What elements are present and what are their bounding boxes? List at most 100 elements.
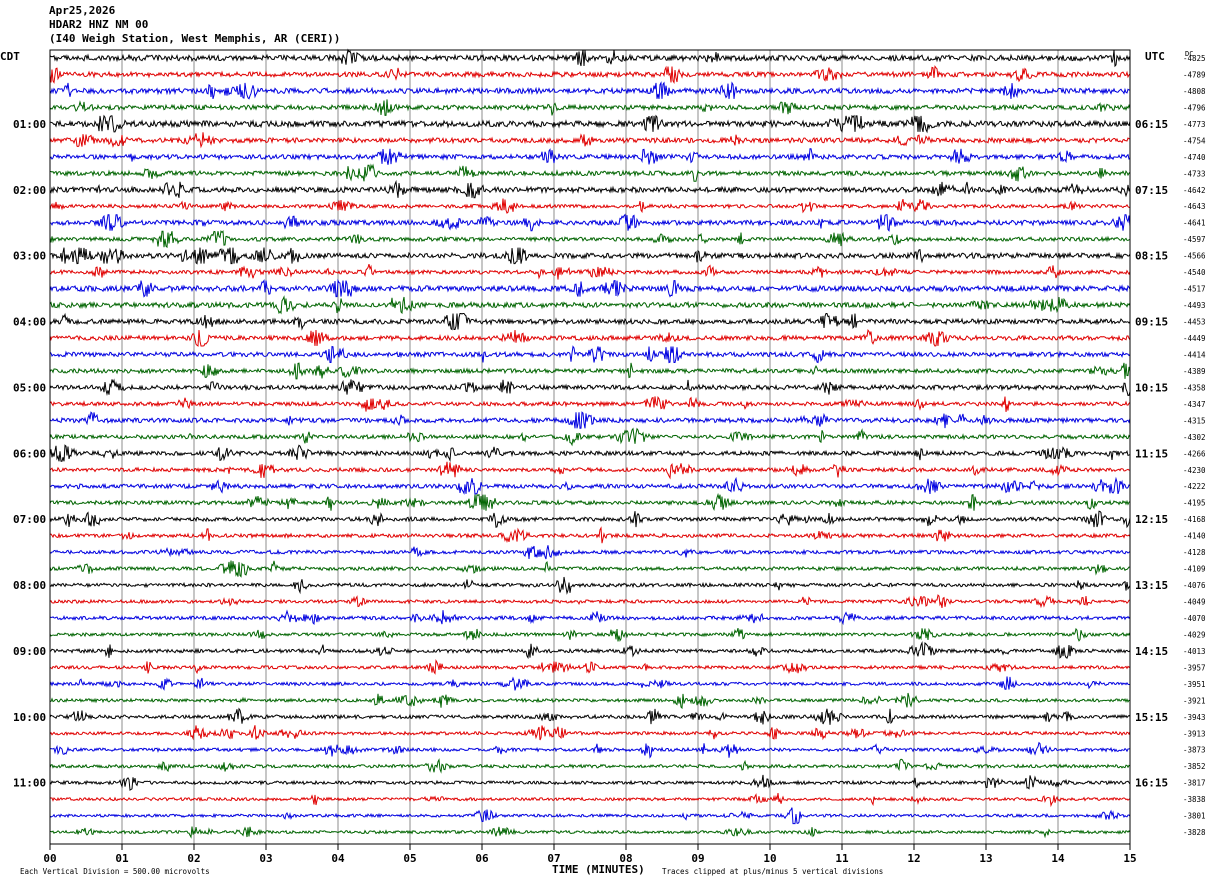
trace-row <box>49 278 1131 298</box>
trace-row <box>49 362 1131 380</box>
x-tick-label: 08 <box>619 852 632 865</box>
x-tick-label: 09 <box>691 852 704 865</box>
dc-offset-label: -3873 <box>1183 746 1206 755</box>
x-tick-label: 14 <box>1051 852 1065 865</box>
x-tick-label: 12 <box>907 852 920 865</box>
dc-offset-label: -4266 <box>1183 449 1206 458</box>
x-tick-label: 10 <box>763 852 776 865</box>
dc-offset-label: -4013 <box>1183 647 1206 656</box>
trace-row <box>49 594 1131 609</box>
left-hour-label: 01:00 <box>13 118 46 131</box>
dc-offset-label: -4825 <box>1183 54 1206 63</box>
trace-row <box>49 461 1131 480</box>
trace-row <box>49 427 1131 447</box>
trace-row <box>49 576 1131 595</box>
left-hour-label: 06:00 <box>13 447 46 460</box>
dc-offset-label: -4641 <box>1183 219 1206 228</box>
dc-offset-label: -4517 <box>1183 285 1206 294</box>
right-hour-label: 15:15 <box>1135 711 1168 724</box>
left-hour-label: 11:00 <box>13 777 46 790</box>
trace-layer <box>49 48 1131 839</box>
trace-row <box>49 65 1131 85</box>
dc-offset-label: -4389 <box>1183 367 1206 376</box>
trace-row <box>49 741 1131 759</box>
left-hour-label: 10:00 <box>13 711 46 724</box>
left-timezone-label: CDT <box>0 50 20 63</box>
dc-offset-label: -4195 <box>1183 499 1206 508</box>
trace-row <box>49 707 1131 725</box>
dc-offset-label: -4347 <box>1183 400 1206 409</box>
x-tick-label: 05 <box>403 852 416 865</box>
right-hour-label: 12:15 <box>1135 513 1168 526</box>
dc-offset-label: -3951 <box>1183 680 1206 689</box>
scale-footer: Each Vertical Division = 500.00 microvol… <box>20 867 210 876</box>
trace-row <box>49 295 1131 315</box>
trace-row <box>49 725 1131 741</box>
right-hour-label: 14:15 <box>1135 645 1168 658</box>
dc-offset-label: -4029 <box>1183 630 1206 639</box>
trace-row <box>49 198 1130 214</box>
dc-offset-label: -4493 <box>1183 301 1206 310</box>
grid-lines <box>121 50 1059 844</box>
dc-header-label: DC <box>1185 50 1193 58</box>
location-label: (I40 Weigh Station, West Memphis, AR (CE… <box>49 32 341 45</box>
dc-offset-label: -4222 <box>1183 482 1206 491</box>
dc-offset-label: -4643 <box>1183 202 1206 211</box>
x-tick-label: 01 <box>115 852 129 865</box>
trace-row <box>49 148 1131 165</box>
right-hour-label: 07:15 <box>1135 184 1168 197</box>
dc-offset-label: -4230 <box>1183 466 1206 475</box>
plot-frame <box>49 49 1131 845</box>
left-hour-label: 08:00 <box>13 579 46 592</box>
x-tick-label: 11 <box>835 852 849 865</box>
right-hour-label: 16:15 <box>1135 777 1168 790</box>
trace-row <box>49 676 1131 691</box>
right-hour-label: 09:15 <box>1135 316 1168 329</box>
dc-offset-label: -3828 <box>1183 828 1206 837</box>
right-hour-label: 11:15 <box>1135 447 1168 460</box>
right-hour-label: 10:15 <box>1135 381 1168 394</box>
dc-offset-label: -4796 <box>1183 103 1206 112</box>
dc-offset-label: -4566 <box>1183 252 1206 261</box>
trace-row <box>49 627 1131 642</box>
clip-footer: Traces clipped at plus/minus 5 vertical … <box>662 867 883 876</box>
dc-offset-label: -3943 <box>1183 713 1206 722</box>
dc-offset-label: -4789 <box>1183 70 1206 79</box>
trace-row <box>49 545 1131 560</box>
x-tick-label: 07 <box>547 852 560 865</box>
trace-row <box>49 378 1131 396</box>
left-hour-label: 07:00 <box>13 513 46 526</box>
trace-row <box>49 526 1131 544</box>
dc-offset-label: -4754 <box>1183 136 1206 145</box>
dc-offset-label: -3913 <box>1183 729 1206 738</box>
x-axis-title: TIME (MINUTES) <box>552 863 645 876</box>
left-hour-label: 03:00 <box>13 250 46 263</box>
dc-offset-label: -4642 <box>1183 186 1206 195</box>
trace-row <box>49 641 1131 660</box>
dc-offset-label: -4414 <box>1183 350 1206 359</box>
x-tick-label: 06 <box>475 852 489 865</box>
dc-offset-label: -4302 <box>1183 433 1206 442</box>
trace-row <box>49 658 1131 675</box>
left-hour-label: 02:00 <box>13 184 46 197</box>
trace-row <box>49 345 1131 364</box>
dc-offset-label: -4808 <box>1183 87 1206 96</box>
trace-row <box>49 492 1131 512</box>
x-tick-label: 00 <box>43 852 56 865</box>
trace-row <box>49 774 1131 791</box>
trace-row <box>49 826 1131 839</box>
dc-offset-label: -4358 <box>1183 383 1206 392</box>
dc-offset-label: -4049 <box>1183 598 1206 607</box>
dc-offset-label: -4540 <box>1183 268 1206 277</box>
trace-row <box>49 395 1131 412</box>
trace-row <box>49 179 1131 199</box>
x-ticks: 00 01 02 03 04 05 06 07 08 09 10 11 12 13 14 15 <box>43 844 1137 865</box>
trace-row <box>49 328 1131 347</box>
trace-row <box>49 114 1131 134</box>
trace-row <box>49 213 1131 232</box>
left-hour-label: 05:00 <box>13 381 46 394</box>
trace-row <box>49 81 1131 100</box>
dc-offset-label: -4773 <box>1183 120 1206 129</box>
trace-row <box>49 758 1131 774</box>
left-hour-label: 04:00 <box>13 316 46 329</box>
